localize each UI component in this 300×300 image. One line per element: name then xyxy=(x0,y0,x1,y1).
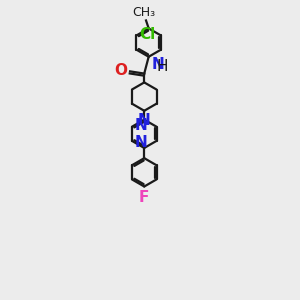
Text: Cl: Cl xyxy=(139,27,155,42)
Text: N: N xyxy=(135,118,147,133)
Text: O: O xyxy=(114,63,127,78)
Text: F: F xyxy=(139,190,149,205)
Text: CH₃: CH₃ xyxy=(133,6,156,19)
Text: H: H xyxy=(156,58,168,74)
Text: N: N xyxy=(135,135,147,150)
Text: N: N xyxy=(137,113,150,128)
Text: N: N xyxy=(152,57,164,72)
